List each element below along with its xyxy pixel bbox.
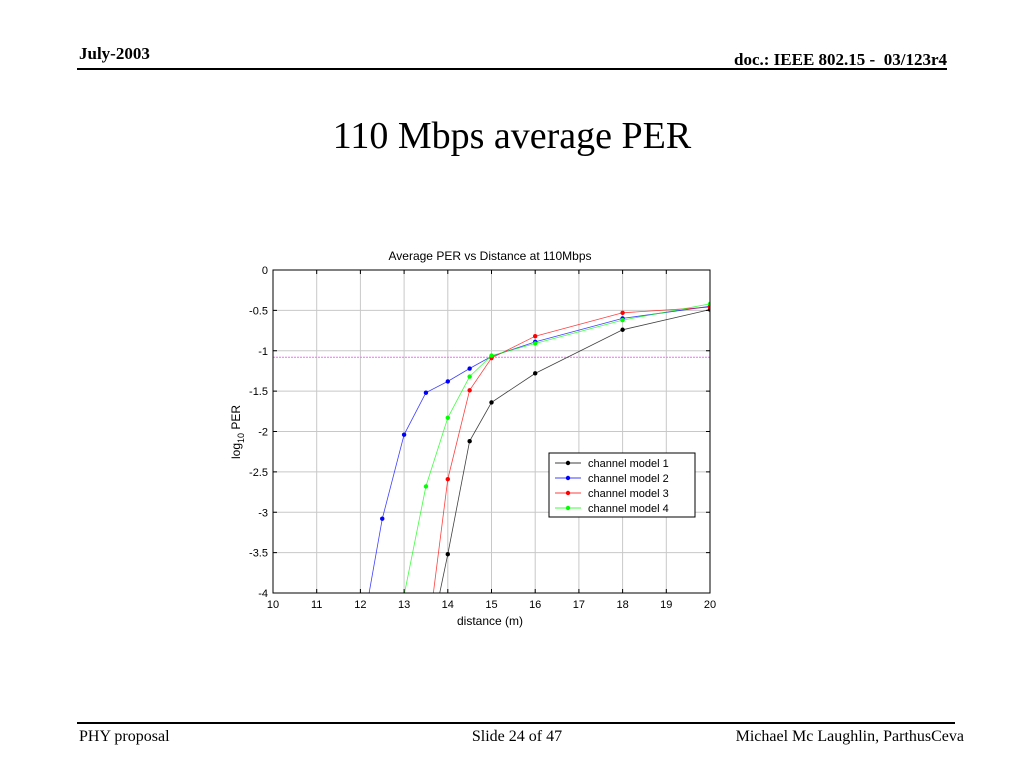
x-tick-label: 17	[573, 599, 585, 611]
y-tick-label: -0.5	[249, 305, 268, 317]
data-point	[445, 476, 450, 482]
grid	[272, 269, 711, 594]
footer-slide-number: Slide 24 of 47	[471, 728, 563, 745]
data-point	[533, 334, 538, 339]
chart-title: Average PER vs Distance at 110Mbps	[389, 249, 592, 263]
data-point	[445, 552, 450, 557]
data-point	[707, 304, 710, 310]
legend-marker	[565, 505, 571, 511]
data-point	[620, 310, 625, 315]
tick-marks	[272, 269, 711, 594]
data-point	[489, 400, 494, 405]
data-point	[380, 516, 385, 521]
legend-marker	[565, 475, 571, 481]
header-rule	[77, 68, 947, 70]
y-tick-label: -3	[258, 507, 268, 519]
data-point	[489, 353, 494, 358]
y-axis-label-log: log	[229, 443, 243, 459]
data-point	[423, 484, 429, 489]
header-date: July-2003	[79, 44, 150, 63]
y-axis-label: log10 PER	[229, 405, 246, 459]
legend: channel model 1 channel model 2 channel mo…	[548, 452, 696, 518]
x-axis-label: distance (m)	[457, 614, 523, 628]
x-tick-label: 18	[616, 599, 628, 611]
series-line-2	[368, 305, 710, 593]
slide-title: 110 Mbps average PER	[332, 115, 692, 157]
x-tick-label: 14	[442, 599, 454, 611]
y-tick-label: -1	[258, 346, 268, 358]
y-tick-label: -1.5	[249, 386, 268, 398]
y-axis-label-per: PER	[229, 405, 243, 433]
legend-label: channel model 2	[588, 473, 669, 485]
legend-label: channel model 1	[588, 458, 669, 470]
x-tick-label: 12	[354, 599, 366, 611]
footer-rule	[77, 722, 955, 724]
legend-marker	[565, 490, 571, 496]
data-point	[707, 301, 710, 307]
y-tick-label: -2.5	[249, 467, 268, 479]
data-point	[467, 438, 472, 444]
data-point	[533, 341, 538, 346]
data-point	[467, 366, 472, 371]
series-line-4	[404, 303, 710, 593]
data-point	[401, 432, 407, 437]
x-tick-label: 10	[267, 599, 279, 611]
data-point	[533, 371, 538, 376]
legend-marker	[565, 460, 571, 466]
data-point	[620, 317, 625, 323]
x-tick-label: 16	[529, 599, 541, 611]
x-tick-label: 11	[311, 599, 322, 611]
legend-label: channel model 3	[588, 488, 669, 500]
y-tick-label: 0	[262, 265, 268, 277]
data-point	[445, 379, 450, 384]
data-point	[620, 327, 625, 332]
y-tick-label: -3.5	[249, 548, 268, 560]
x-tick-label: 15	[485, 599, 497, 611]
x-tick-label: 20	[704, 599, 716, 611]
data-point	[423, 390, 429, 395]
x-tick-label: 19	[660, 599, 672, 611]
legend-label: channel model 4	[588, 503, 669, 515]
footer-author: Michael Mc Laughlin, ParthusCeva	[735, 728, 964, 745]
footer-left: PHY proposal	[79, 728, 170, 745]
data-point	[467, 388, 472, 393]
legend-entries: channel model 1 channel model 2 channel mo…	[555, 458, 669, 515]
header-doc-id: doc.: IEEE 802.15 - 03/123r4	[734, 50, 947, 69]
data-point	[467, 374, 472, 379]
data-point	[445, 415, 450, 420]
y-tick-labels: 0 -0.5 -1 -1.5 -2 -2.5 -3 -3.5 -4	[249, 265, 268, 600]
y-tick-label: -2	[258, 427, 268, 439]
y-tick-label: -4	[258, 588, 268, 600]
legend-box	[548, 452, 696, 518]
series-layer	[368, 301, 710, 593]
x-tick-label: 13	[398, 599, 410, 611]
y-axis-label-sub: 10	[236, 433, 246, 443]
x-tick-labels: 10 11 12 13 14 15 16 17 18 19 20	[267, 599, 716, 611]
